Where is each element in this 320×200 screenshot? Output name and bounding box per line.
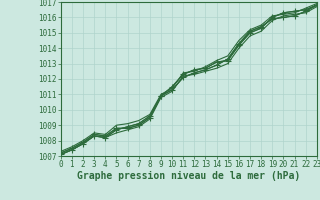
X-axis label: Graphe pression niveau de la mer (hPa): Graphe pression niveau de la mer (hPa) (77, 171, 300, 181)
